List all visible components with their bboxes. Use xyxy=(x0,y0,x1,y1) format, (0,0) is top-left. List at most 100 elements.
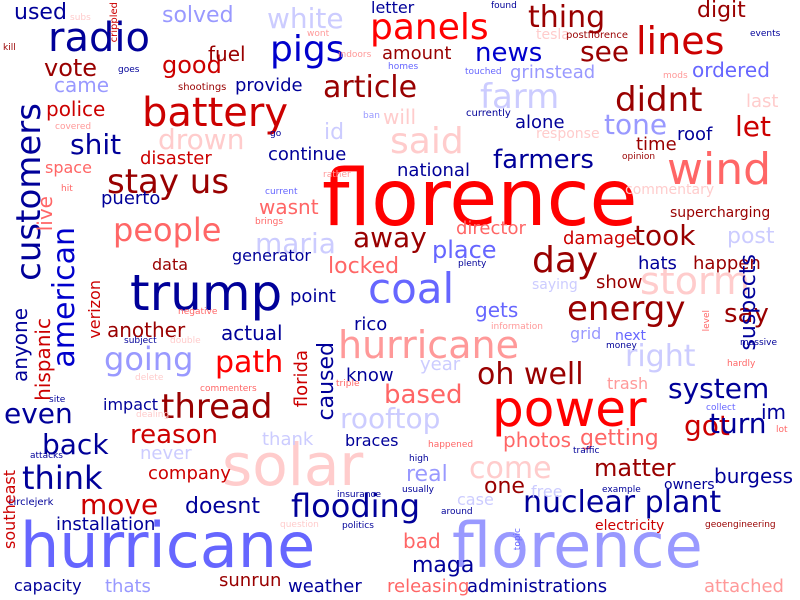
cloud-word: owners xyxy=(664,477,715,493)
cloud-word: actual xyxy=(221,321,283,345)
cloud-word: company xyxy=(148,463,231,484)
cloud-word: took xyxy=(634,219,696,252)
cloud-word: installation xyxy=(56,514,156,535)
cloud-word: burgess xyxy=(714,464,794,488)
cloud-word: people xyxy=(113,211,222,249)
cloud-word: hardly xyxy=(727,359,756,369)
cloud-word: money xyxy=(606,341,637,351)
cloud-word: customers xyxy=(9,103,49,281)
cloud-word: double xyxy=(170,336,201,346)
cloud-word: matter xyxy=(594,454,676,482)
cloud-word: move xyxy=(80,488,159,521)
cloud-word: live xyxy=(33,196,57,232)
cloud-word: attacks xyxy=(30,451,63,461)
cloud-word: power xyxy=(492,380,647,438)
cloud-word: never xyxy=(140,443,192,464)
cloud-word: think xyxy=(22,459,103,497)
cloud-word: digit xyxy=(697,0,746,23)
cloud-word: topic xyxy=(513,528,523,551)
cloud-word: massive xyxy=(740,338,778,348)
cloud-word: got xyxy=(684,409,730,442)
cloud-word: one xyxy=(484,474,525,499)
cloud-word: covered xyxy=(55,122,92,132)
cloud-word: know xyxy=(346,365,394,386)
cloud-word: away xyxy=(353,221,427,254)
cloud-word: rico xyxy=(354,314,388,335)
cloud-word: hit xyxy=(61,184,73,194)
cloud-word: space xyxy=(45,158,92,177)
cloud-word: radio xyxy=(48,15,150,61)
cloud-word: tesla xyxy=(536,27,570,43)
cloud-word: national xyxy=(397,160,470,181)
cloud-word: maga xyxy=(412,553,475,578)
cloud-word: show xyxy=(596,272,643,293)
cloud-word: right xyxy=(625,339,696,374)
cloud-word: weather xyxy=(288,576,362,597)
cloud-word: ordered xyxy=(692,58,770,82)
cloud-word: director xyxy=(456,218,526,239)
cloud-word: stay us xyxy=(107,162,230,202)
cloud-word: usually xyxy=(402,485,434,495)
cloud-word: collect xyxy=(706,403,736,413)
cloud-word: thread xyxy=(161,387,273,427)
cloud-word: shit xyxy=(70,128,122,161)
cloud-word: verizon xyxy=(85,280,104,339)
cloud-word: based xyxy=(384,380,463,410)
cloud-word: delete xyxy=(135,373,164,383)
cloud-word: gets xyxy=(475,298,519,322)
cloud-word: article xyxy=(323,70,418,105)
cloud-word: day xyxy=(532,240,599,281)
cloud-word: white xyxy=(267,2,344,35)
cloud-word: southeast xyxy=(0,470,19,549)
cloud-word: coal xyxy=(368,264,455,313)
cloud-word: sunrun xyxy=(219,570,282,591)
cloud-word: suspects xyxy=(736,254,761,351)
cloud-word: found xyxy=(491,1,517,11)
cloud-word: alone xyxy=(515,112,565,133)
cloud-word: good xyxy=(162,51,222,79)
cloud-word: go xyxy=(270,129,282,139)
cloud-word: energy xyxy=(567,289,686,329)
cloud-word: around xyxy=(441,507,473,517)
cloud-word: provide xyxy=(235,75,303,96)
cloud-word: geoengineering xyxy=(705,520,776,530)
cloud-word: brings xyxy=(255,217,284,227)
cloud-word: hurricane xyxy=(20,509,316,582)
cloud-word: example xyxy=(602,485,641,495)
cloud-word: information xyxy=(491,322,543,332)
cloud-word: triple xyxy=(336,379,360,389)
cloud-word: hurricane xyxy=(338,323,519,367)
cloud-word: commenters xyxy=(200,384,257,394)
cloud-word: turn xyxy=(709,407,767,440)
cloud-word: indoors xyxy=(338,50,372,60)
cloud-word: postflorence xyxy=(566,30,629,41)
cloud-word: plenty xyxy=(458,259,487,269)
cloud-word: events xyxy=(750,29,781,39)
cloud-word: post xyxy=(727,224,775,249)
cloud-word: going xyxy=(104,340,194,378)
cloud-word: bad xyxy=(403,529,441,553)
cloud-word: year xyxy=(420,354,461,375)
cloud-word: braces xyxy=(345,431,399,450)
cloud-word: police xyxy=(46,97,106,121)
cloud-word: solar xyxy=(222,431,364,499)
cloud-word: happened xyxy=(428,440,474,450)
cloud-word: id xyxy=(324,120,345,145)
cloud-word: vote xyxy=(44,54,98,82)
cloud-word: solved xyxy=(162,3,234,28)
cloud-word: grinstead xyxy=(510,62,596,83)
cloud-word: opinion xyxy=(622,152,656,162)
cloud-word: didnt xyxy=(615,80,703,120)
cloud-word: damage xyxy=(563,228,637,249)
cloud-word: nuclear plant xyxy=(523,485,722,520)
cloud-word: question xyxy=(280,520,319,530)
cloud-word: kill xyxy=(3,43,16,53)
cloud-word: releasing xyxy=(387,576,470,597)
cloud-word: ban xyxy=(363,111,380,121)
cloud-word: real xyxy=(406,462,448,487)
cloud-word: subs xyxy=(70,13,91,23)
cloud-word: lines xyxy=(636,19,725,63)
cloud-word: florence xyxy=(322,154,638,244)
cloud-word: let xyxy=(735,110,771,143)
cloud-word: storm xyxy=(640,259,750,303)
